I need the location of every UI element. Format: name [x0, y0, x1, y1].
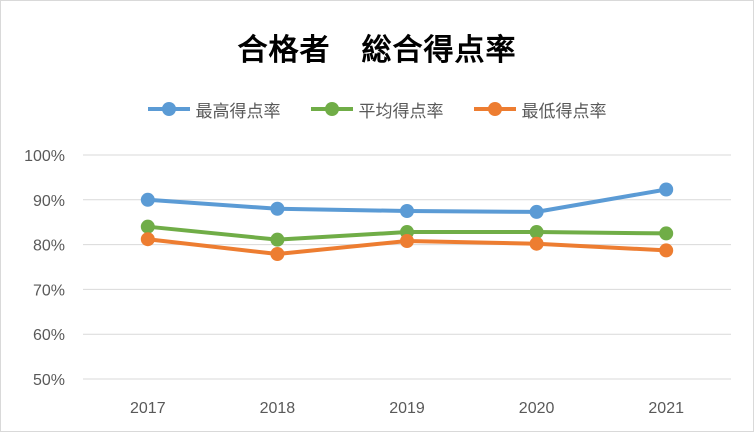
x-tick-label: 2020	[519, 400, 555, 417]
data-point-avg	[270, 232, 285, 247]
chart-legend: 最高得点率 平均得点率 最低得点率	[1, 97, 753, 122]
chart-title: 合格者 総合得点率	[237, 33, 517, 68]
data-point-avg	[659, 226, 674, 241]
x-tick-label: 2018	[260, 400, 296, 417]
y-tick-label: 100%	[24, 148, 65, 165]
legend-label-max: 最高得点率	[195, 101, 281, 122]
legend-item-avg: 平均得点率	[310, 97, 444, 122]
legend-marker-avg	[324, 102, 339, 116]
data-point-min	[659, 243, 674, 258]
x-tick-label: 2021	[648, 400, 684, 417]
x-tick-label: 2019	[389, 400, 425, 417]
data-point-max	[140, 192, 155, 207]
y-tick-label: 50%	[33, 372, 65, 389]
data-point-max	[659, 182, 674, 197]
y-tick-label: 80%	[33, 238, 65, 255]
data-point-max	[529, 204, 544, 219]
data-point-max	[270, 201, 285, 216]
legend-swatch-avg	[310, 102, 353, 116]
legend-marker-min	[487, 102, 502, 116]
legend-swatch-max	[147, 102, 190, 116]
legend-label-avg: 平均得点率	[358, 101, 444, 122]
data-point-avg	[140, 219, 155, 234]
data-point-min	[270, 247, 285, 262]
data-point-min	[400, 234, 414, 249]
legend-label-min: 最低得点率	[521, 101, 607, 122]
y-tick-label: 60%	[33, 327, 65, 344]
y-tick-label: 70%	[33, 282, 65, 299]
x-tick-label: 2017	[130, 400, 166, 417]
data-point-max	[400, 204, 414, 218]
data-point-min	[140, 232, 155, 247]
legend-swatch-min	[473, 102, 516, 116]
data-point-min	[529, 236, 544, 251]
data-point-avg	[529, 225, 544, 240]
legend-marker-max	[161, 102, 176, 116]
legend-item-max: 最高得点率	[147, 97, 281, 122]
legend-item-min: 最低得点率	[473, 97, 607, 122]
y-tick-label: 90%	[33, 193, 65, 210]
